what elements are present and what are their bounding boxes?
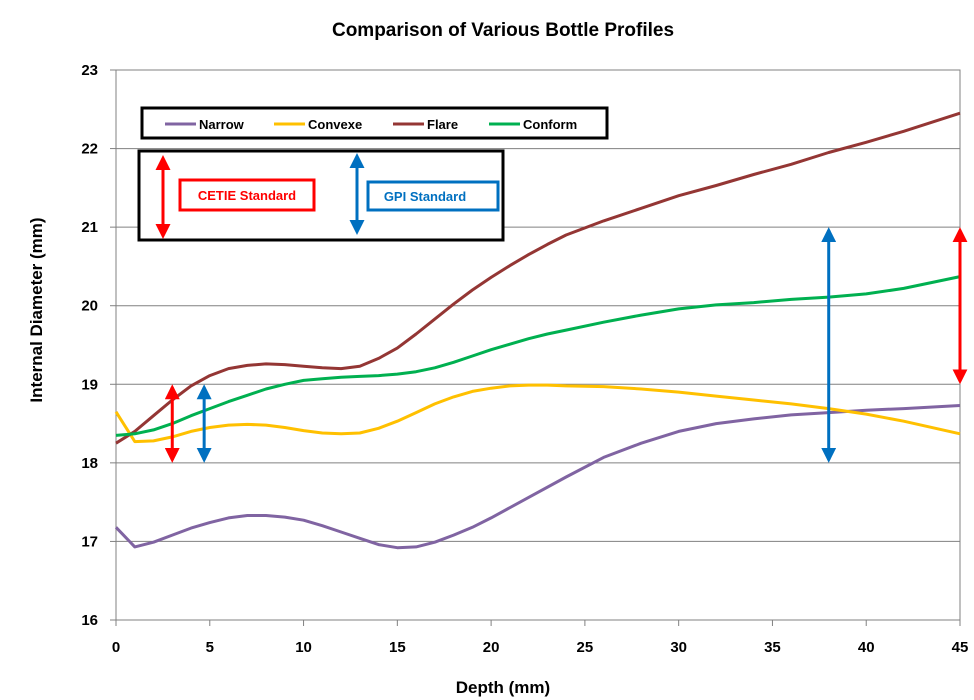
series-line-flare <box>115 111 961 445</box>
y-tick-label: 17 <box>81 533 98 550</box>
legend-label-convexe: Convexe <box>308 117 362 132</box>
gpi-label: GPI Standard <box>384 189 466 204</box>
x-tick-label: 5 <box>206 639 214 656</box>
x-tick-label: 15 <box>389 639 406 656</box>
cetie-label: CETIE Standard <box>198 188 296 203</box>
x-tick-label: 10 <box>295 639 312 656</box>
x-tick-label: 45 <box>952 639 969 656</box>
standard-arrows <box>164 227 968 463</box>
x-axis-label: Depth (mm) <box>456 678 550 697</box>
legend-label-narrow: Narrow <box>199 117 245 132</box>
x-tick-label: 40 <box>858 639 875 656</box>
y-tick-label: 20 <box>81 298 98 315</box>
series-line-convexe <box>114 383 961 444</box>
standards-key: CETIE Standard GPI Standard <box>137 149 505 242</box>
legend: Narrow Convexe Flare Conform <box>140 106 609 140</box>
chart-title: Comparison of Various Bottle Profiles <box>332 20 674 41</box>
y-tick-label: 21 <box>81 219 98 236</box>
y-tick-label: 18 <box>81 455 98 472</box>
y-tick-label: 23 <box>81 62 98 79</box>
y-tick-label: 19 <box>81 376 98 393</box>
y-tick-label: 22 <box>81 141 98 158</box>
x-tick-label: 25 <box>577 639 594 656</box>
y-axis-label: Internal Diameter (mm) <box>27 217 46 402</box>
series-line-narrow <box>114 404 961 550</box>
x-tick-label: 0 <box>112 639 120 656</box>
series-lines <box>114 111 961 550</box>
x-axis-ticks: 0 5 10 15 20 25 30 35 40 45 <box>112 620 969 656</box>
series-line-conform <box>115 275 961 437</box>
cetie-label-box <box>178 178 316 212</box>
gpi-label-box <box>366 180 500 212</box>
y-axis-ticks: 16 17 18 19 20 21 22 23 <box>81 62 116 629</box>
x-tick-label: 20 <box>483 639 500 656</box>
x-tick-label: 30 <box>670 639 687 656</box>
legend-label-conform: Conform <box>523 117 577 132</box>
y-tick-label: 16 <box>81 612 98 629</box>
x-tick-label: 35 <box>764 639 781 656</box>
legend-label-flare: Flare <box>427 117 458 132</box>
